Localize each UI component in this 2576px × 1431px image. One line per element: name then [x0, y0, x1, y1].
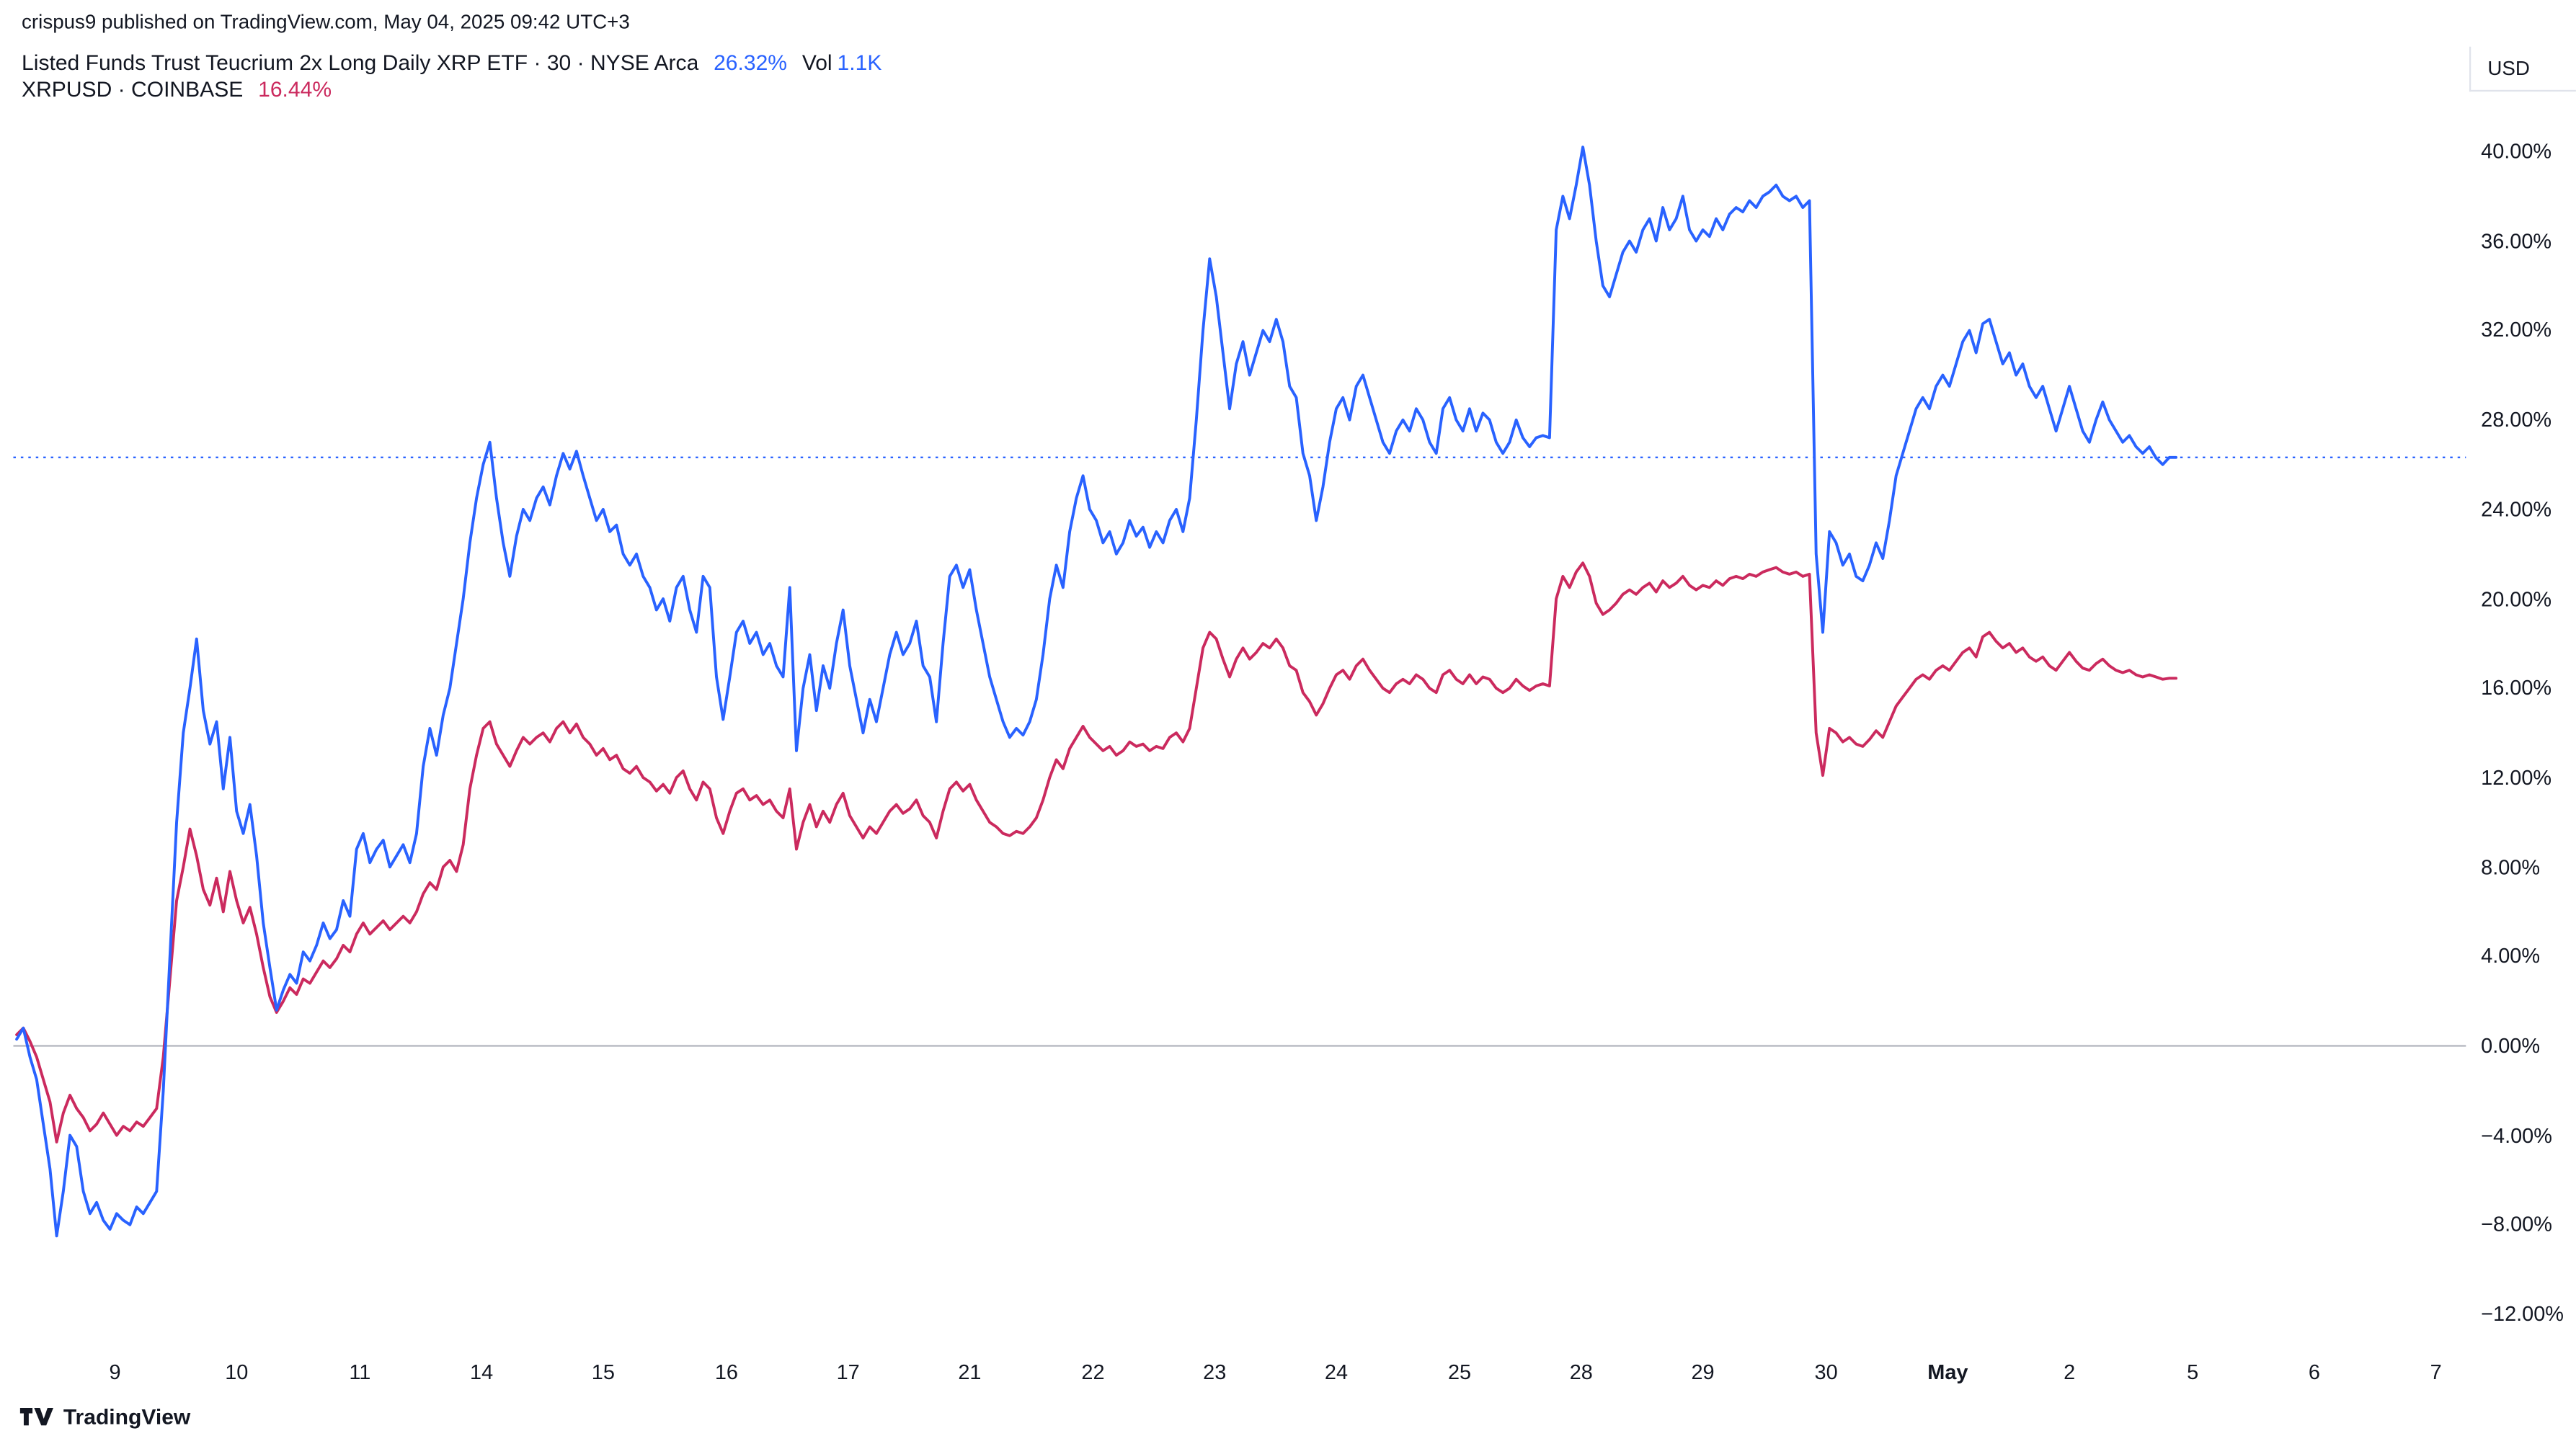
- volume-value: 1.1K: [837, 50, 882, 76]
- price-tick-label: 0.00%: [2481, 1034, 2541, 1058]
- price-tick-label: 40.00%: [2481, 140, 2552, 164]
- tradingview-logo-icon: [19, 1407, 53, 1426]
- volume-label: Vol: [801, 50, 832, 76]
- time-tick-label: 14: [470, 1360, 494, 1385]
- compare-symbol-title: XRPUSD · COINBASE: [22, 76, 244, 102]
- price-tick-label: 32.00%: [2481, 318, 2552, 342]
- time-tick-label: 5: [2187, 1360, 2199, 1385]
- price-tick-label: 24.00%: [2481, 497, 2552, 522]
- time-tick-label: 24: [1324, 1360, 1349, 1385]
- time-tick-label: 25: [1447, 1360, 1472, 1385]
- time-tick-label: 23: [1203, 1360, 1227, 1385]
- xrp-series-line: [15, 561, 2178, 1144]
- price-tick-label: −4.00%: [2481, 1123, 2552, 1147]
- time-tick-label: May: [1927, 1360, 1968, 1385]
- time-tick-label: 10: [225, 1360, 249, 1385]
- time-tick-label: 9: [109, 1360, 121, 1385]
- time-tick-label: 11: [349, 1360, 371, 1385]
- price-tick-label: 8.00%: [2481, 855, 2541, 879]
- etf-series-line: [15, 146, 2178, 1238]
- price-tick-label: 4.00%: [2481, 945, 2541, 968]
- time-tick-label: 21: [958, 1360, 982, 1385]
- publish-attribution: crispus9 published on TradingView.com, M…: [22, 9, 630, 34]
- price-tick-label: 20.00%: [2481, 587, 2552, 611]
- time-tick-label: 7: [2430, 1360, 2442, 1385]
- time-tick-label: 17: [836, 1360, 860, 1385]
- legend-row-xrpusd: XRPUSD · COINBASE 16.44%: [22, 76, 881, 102]
- tradingview-logo[interactable]: TradingView: [19, 1404, 191, 1430]
- price-tick-label: 16.00%: [2481, 676, 2552, 700]
- price-tick-label: 36.00%: [2481, 229, 2552, 253]
- price-scale-currency-button[interactable]: USD: [2469, 46, 2576, 92]
- time-tick-label: 15: [591, 1360, 615, 1385]
- price-tick-label: −8.00%: [2481, 1213, 2552, 1236]
- compare-symbol-change-percent: 16.44%: [258, 76, 332, 102]
- time-tick-label: 6: [2308, 1360, 2320, 1385]
- symbol-title: Listed Funds Trust Teucrium 2x Long Dail…: [22, 50, 699, 76]
- time-tick-label: 29: [1691, 1360, 1715, 1385]
- time-tick-label: 30: [1814, 1360, 1838, 1385]
- time-tick-label: 2: [2064, 1360, 2076, 1385]
- price-tick-label: −12.00%: [2481, 1302, 2564, 1327]
- time-tick-label: 16: [714, 1360, 738, 1385]
- symbol-change-percent: 26.32%: [714, 50, 788, 76]
- price-tick-label: 28.00%: [2481, 408, 2552, 432]
- legend-row-etf: Listed Funds Trust Teucrium 2x Long Dail…: [22, 50, 881, 75]
- time-tick-label: 28: [1569, 1360, 1593, 1385]
- price-tick-label: 12.00%: [2481, 765, 2552, 790]
- tradingview-logo-text: TradingView: [63, 1404, 191, 1430]
- time-tick-label: 22: [1081, 1360, 1105, 1385]
- chart-legend: Listed Funds Trust Teucrium 2x Long Dail…: [22, 50, 881, 103]
